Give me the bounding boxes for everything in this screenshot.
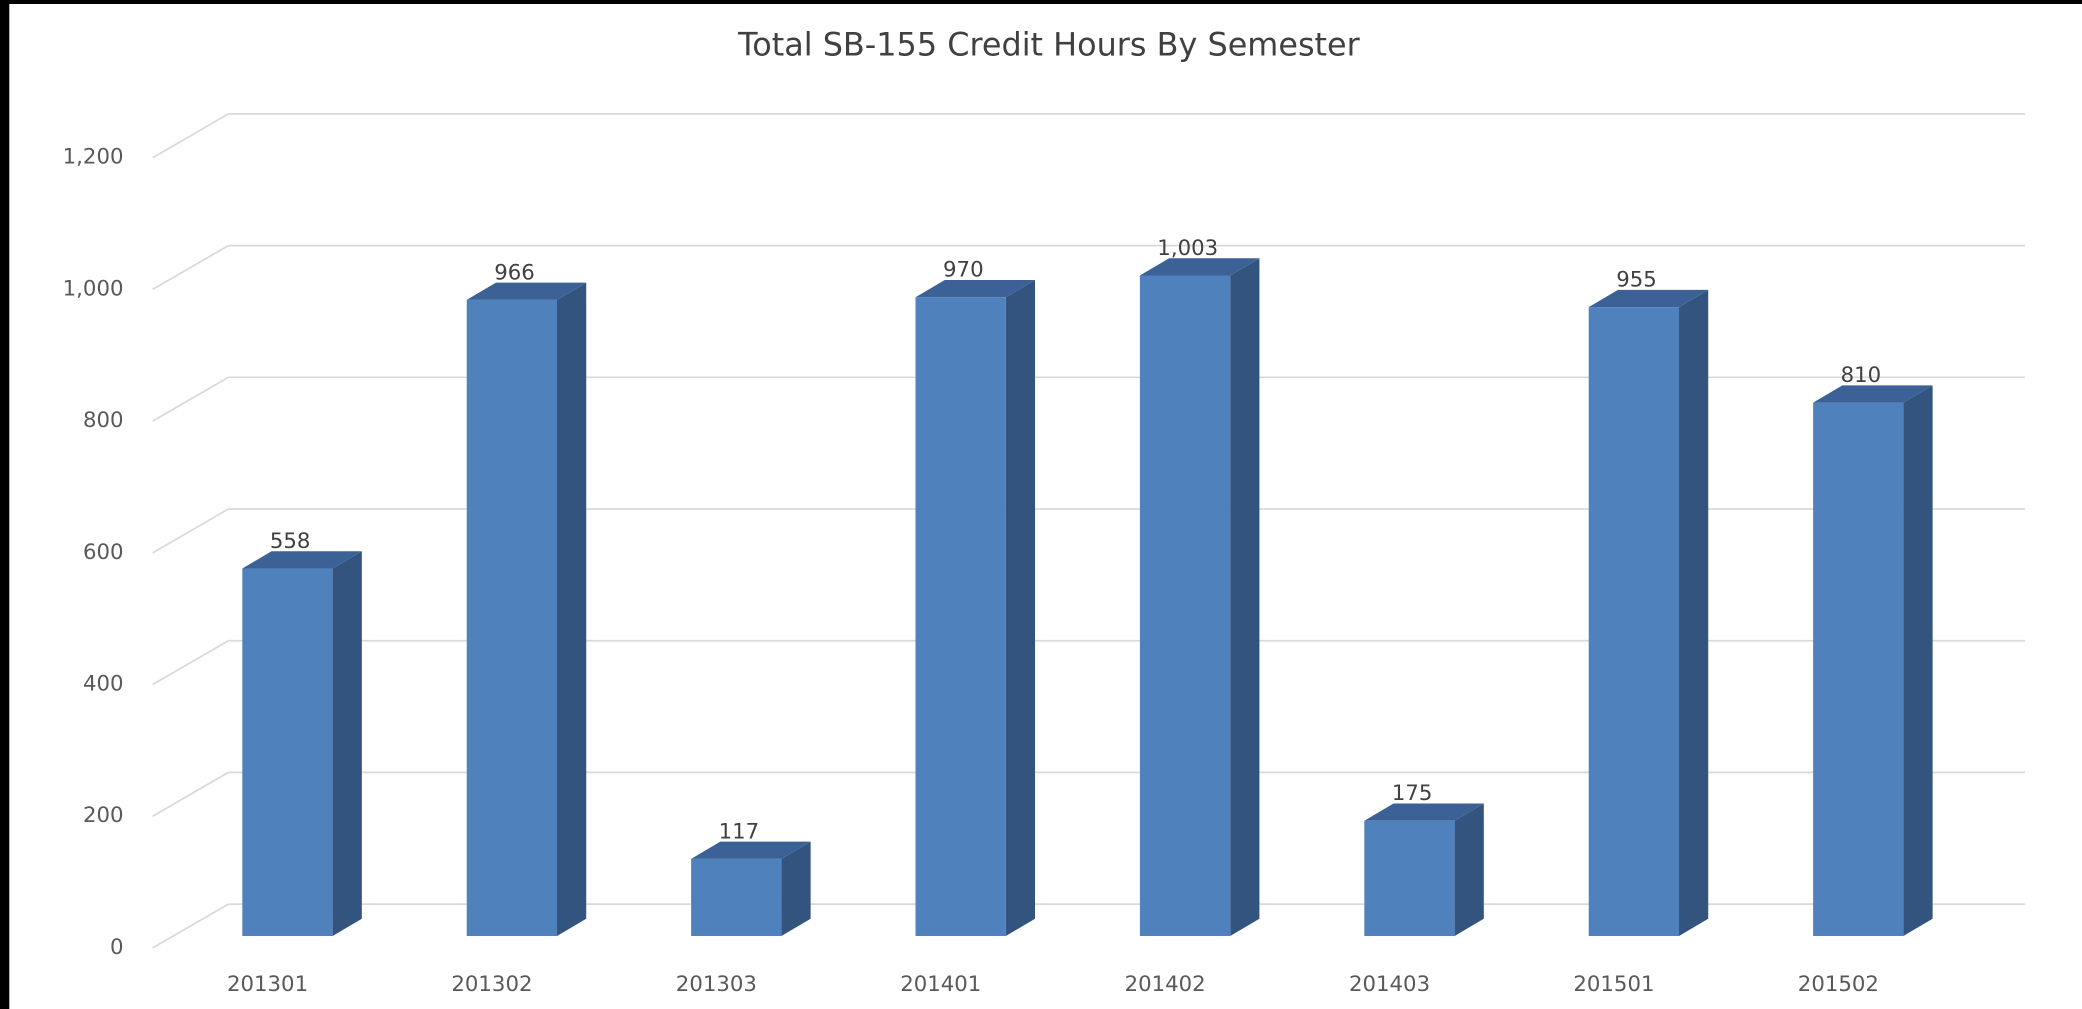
- bar-side: [1454, 803, 1484, 936]
- bar-front: [915, 297, 1006, 936]
- y-tick-label: 600: [83, 540, 124, 565]
- grid-line: [152, 244, 229, 291]
- chart-title: Total SB-155 Credit Hours By Semester: [737, 25, 1360, 63]
- bar-top: [1588, 289, 1709, 308]
- y-tick-label: 0: [110, 935, 124, 960]
- bar-front: [1813, 402, 1904, 936]
- grid-line: [152, 771, 229, 817]
- y-tick-label: 800: [83, 408, 124, 433]
- bar-top: [915, 279, 1036, 298]
- data-label: 966: [494, 260, 535, 285]
- grid-line: [152, 508, 229, 554]
- bar-top: [1139, 258, 1260, 276]
- x-tick-label: 201502: [1798, 972, 1879, 997]
- bar-side: [781, 841, 811, 936]
- bar: [691, 841, 811, 936]
- data-label: 1,003: [1157, 236, 1218, 261]
- bar-side: [1230, 258, 1260, 936]
- bar-front: [691, 858, 782, 936]
- bar-top: [242, 551, 362, 569]
- x-tick-label: 201302: [451, 972, 532, 997]
- x-tick-label: 201301: [227, 972, 308, 997]
- y-tick-label: 1,000: [63, 276, 124, 301]
- grid-line: [152, 903, 229, 949]
- grid-line: [152, 639, 229, 686]
- bar: [1813, 385, 1933, 936]
- data-label: 175: [1392, 781, 1433, 806]
- bar-top: [1364, 803, 1484, 821]
- grid-line: [152, 113, 229, 159]
- frame-edge: [0, 0, 10, 1009]
- bar: [1588, 289, 1709, 936]
- y-tick-label: 200: [83, 803, 124, 828]
- bar: [1364, 803, 1484, 936]
- data-label: 970: [943, 258, 984, 283]
- bar: [242, 551, 362, 936]
- data-label: 955: [1616, 268, 1657, 293]
- bar: [466, 282, 587, 936]
- bar-side: [1005, 279, 1036, 936]
- data-label: 558: [270, 529, 311, 554]
- x-tick-label: 201303: [676, 972, 757, 997]
- data-label: 810: [1841, 363, 1882, 388]
- bar-front: [1588, 307, 1680, 936]
- bar-side: [332, 551, 362, 936]
- frame-edge: [0, 0, 2082, 4]
- bar-side: [557, 282, 587, 936]
- bar-side: [1679, 289, 1709, 936]
- y-tick-label: 1,200: [63, 145, 124, 170]
- x-tick-label: 201403: [1349, 972, 1430, 997]
- x-tick-label: 201402: [1125, 972, 1206, 997]
- bar: [1139, 258, 1260, 936]
- bar-front: [1139, 275, 1231, 936]
- y-tick-label: 400: [83, 672, 124, 697]
- bar-side: [1903, 385, 1933, 936]
- data-label: 117: [719, 819, 760, 844]
- bar-front: [466, 299, 558, 936]
- bar-front: [1364, 820, 1455, 936]
- bar: [915, 279, 1036, 936]
- bar-front: [242, 568, 333, 936]
- x-tick-label: 201401: [900, 972, 981, 997]
- grid-line: [152, 376, 229, 422]
- bar-top: [466, 282, 587, 300]
- x-tick-label: 201501: [1573, 972, 1654, 997]
- bar-top: [691, 841, 811, 859]
- bar-top: [1813, 385, 1933, 403]
